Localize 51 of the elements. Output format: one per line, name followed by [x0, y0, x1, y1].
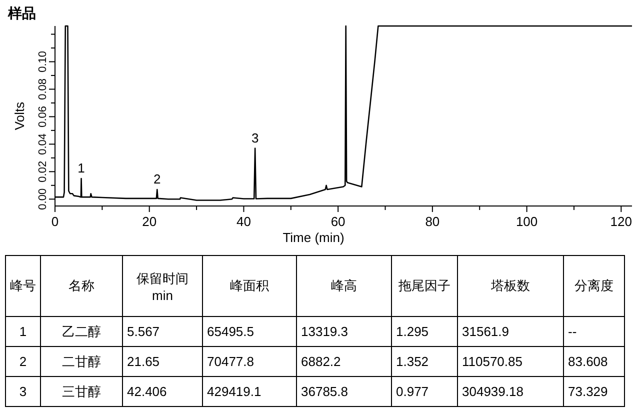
- text: 乙二醇: [40, 316, 122, 346]
- x-tick-label: 60: [330, 214, 346, 229]
- text: 83.608: [564, 346, 624, 376]
- text: 塔板数: [458, 256, 564, 316]
- y-tick-label: 0.00: [37, 188, 49, 210]
- text: 3: [6, 376, 40, 406]
- text: 峰面积: [202, 256, 296, 316]
- text: 1.352: [392, 346, 458, 376]
- text: 13319.3: [296, 316, 392, 346]
- text: 70477.8: [202, 346, 296, 376]
- text: 分离度: [564, 256, 624, 316]
- y-tick-label: 0.08: [37, 78, 49, 100]
- text: 峰高: [296, 256, 392, 316]
- y-tick-label: 0.02: [37, 160, 49, 182]
- text: 名称: [40, 256, 122, 316]
- y-tick-label: 0.06: [37, 106, 49, 128]
- text: 1: [6, 316, 40, 346]
- x-tick-label: 80: [425, 214, 440, 229]
- x-tick-label: 120: [610, 214, 632, 229]
- text: --: [564, 316, 624, 346]
- x-axis-title: Time (min): [282, 230, 344, 245]
- text: 三甘醇: [40, 376, 122, 406]
- text: 31561.9: [458, 316, 564, 346]
- text: 73.329: [564, 376, 624, 406]
- text: 保留时间min: [122, 256, 202, 316]
- text: 110570.85: [458, 346, 564, 376]
- text: 0.977: [392, 376, 458, 406]
- x-tick-label: 40: [236, 214, 251, 229]
- annotation: 1: [78, 160, 85, 176]
- text: 429419.1: [202, 376, 296, 406]
- text: 峰号: [6, 256, 40, 316]
- text: 36785.8: [296, 376, 392, 406]
- y-tick-label: 0.10: [37, 51, 49, 72]
- text: 6882.2: [296, 346, 392, 376]
- y-axis-title: Volts: [12, 101, 27, 130]
- text: 1.295: [392, 316, 458, 346]
- text: 42.406: [122, 376, 202, 406]
- x-tick-label: 100: [516, 214, 538, 229]
- text: 304939.18: [458, 376, 564, 406]
- text: 5.567: [122, 316, 202, 346]
- annotation: 2: [154, 172, 161, 187]
- text: 21.65: [122, 346, 202, 376]
- chart-title: 样品: [7, 5, 36, 21]
- text: 65495.5: [202, 316, 296, 346]
- annotation: 3: [251, 130, 259, 146]
- x-tick-label: 20: [142, 214, 157, 229]
- text: 2: [6, 346, 40, 376]
- text: 二甘醇: [40, 346, 122, 376]
- y-tick-label: 0.04: [37, 133, 49, 155]
- x-tick-label: 0: [51, 214, 59, 229]
- text: 拖尾因子: [392, 256, 458, 316]
